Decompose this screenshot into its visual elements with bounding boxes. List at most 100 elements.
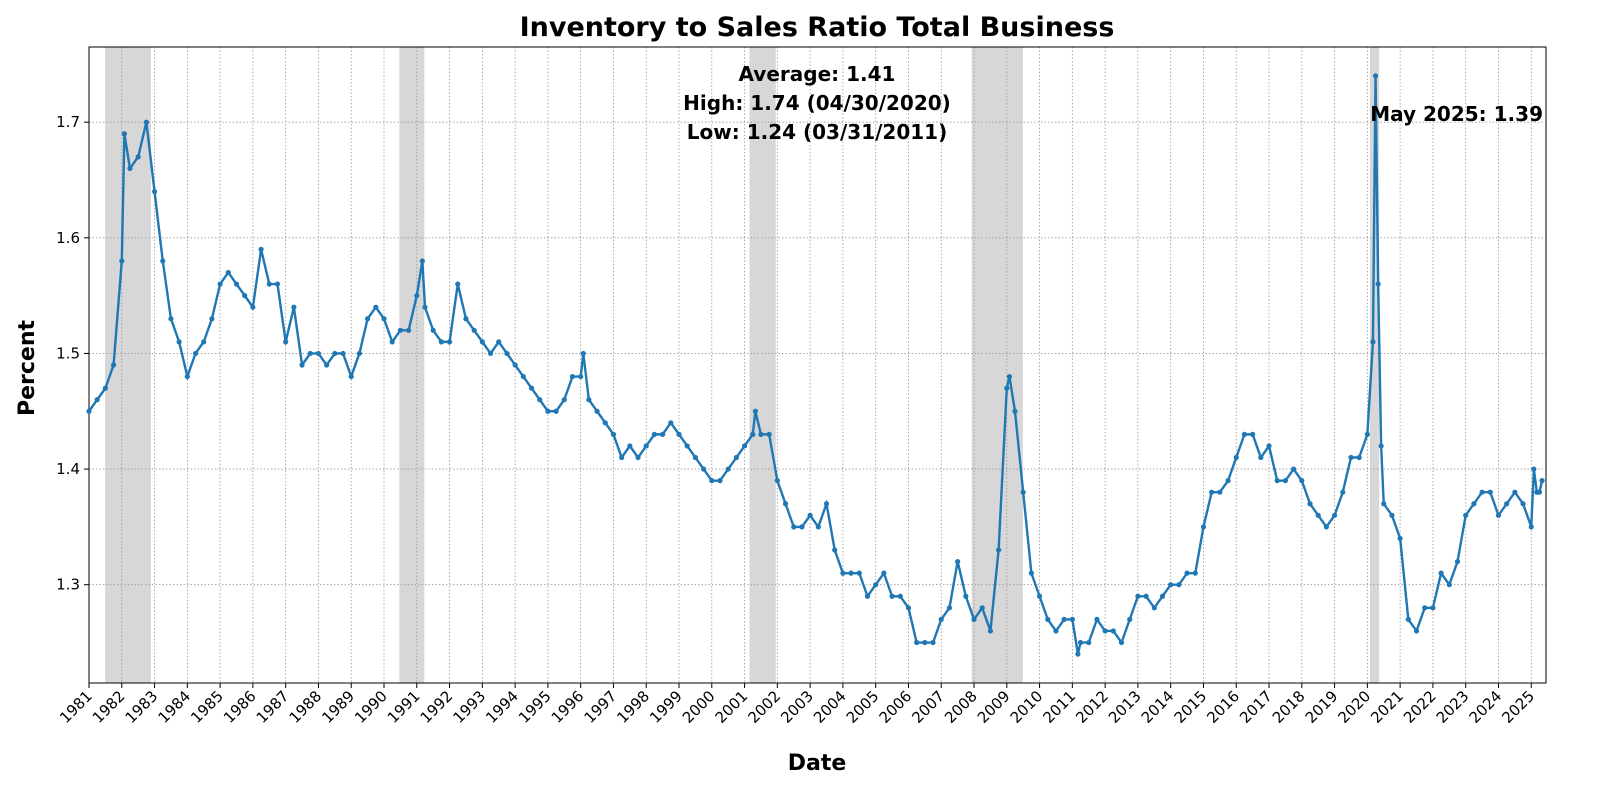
data-point <box>512 362 518 368</box>
x-tick-label: 2005 <box>843 687 883 727</box>
y-axis-label: Percent <box>15 320 40 417</box>
data-point <box>1069 616 1075 623</box>
data-point <box>94 397 100 403</box>
x-tick-label: 2013 <box>1105 687 1145 727</box>
data-point <box>1340 489 1346 495</box>
x-tick-label: 2007 <box>908 687 948 727</box>
data-point <box>1389 512 1395 518</box>
data-point <box>676 431 682 437</box>
data-point <box>422 304 428 310</box>
data-point <box>700 466 707 472</box>
data-point <box>1143 593 1149 599</box>
data-point <box>266 281 272 287</box>
data-point <box>848 570 854 576</box>
data-point <box>397 327 403 333</box>
data-point <box>405 327 412 333</box>
data-point <box>307 350 313 357</box>
x-tick-label: 1985 <box>187 687 227 727</box>
x-tick-label: 1994 <box>482 687 522 727</box>
data-point <box>217 281 223 287</box>
data-point <box>389 339 395 345</box>
x-tick-label: 1986 <box>220 687 260 727</box>
x-tick-label: 1995 <box>515 687 555 727</box>
x-tick-label: 2012 <box>1072 687 1112 727</box>
data-point <box>594 408 600 414</box>
x-tick-label: 2006 <box>876 687 916 727</box>
y-tick-label: 1.4 <box>56 460 80 478</box>
data-point <box>1094 616 1100 623</box>
data-point <box>1200 524 1207 530</box>
x-tick-label: 2014 <box>1138 687 1178 727</box>
x-tick-label: 1993 <box>449 687 489 727</box>
data-point <box>274 281 281 287</box>
shaded-period <box>399 47 425 683</box>
data-point <box>160 258 166 264</box>
x-tick-label: 1996 <box>548 687 588 727</box>
data-point <box>668 420 674 426</box>
data-point <box>176 339 182 345</box>
data-point <box>1454 558 1461 565</box>
data-point <box>463 316 469 322</box>
stats-annotation: Average: 1.41 <box>739 62 896 86</box>
data-point <box>209 316 215 322</box>
data-point <box>1520 501 1526 507</box>
x-tick-label: 2001 <box>712 687 752 727</box>
x-tick-label: 2019 <box>1302 687 1342 727</box>
data-point <box>1348 454 1354 461</box>
x-tick-label: 2004 <box>810 687 850 727</box>
data-point <box>121 131 128 137</box>
data-point <box>102 385 108 391</box>
data-point <box>946 605 953 611</box>
data-point <box>1539 478 1545 484</box>
data-point <box>365 316 371 322</box>
data-point <box>1053 628 1059 634</box>
data-point <box>873 582 879 588</box>
data-point <box>242 293 248 299</box>
data-point <box>1375 281 1381 287</box>
data-point <box>127 165 133 172</box>
x-tick-label: 2016 <box>1203 687 1243 727</box>
data-point <box>471 327 477 333</box>
data-point <box>1077 639 1084 646</box>
data-point <box>1356 454 1362 461</box>
data-point <box>1512 489 1518 495</box>
x-axis-label: Date <box>788 751 847 776</box>
data-point <box>1184 570 1190 576</box>
data-point <box>955 558 961 565</box>
data-point <box>184 373 190 380</box>
data-point <box>856 570 862 576</box>
data-point <box>627 443 633 449</box>
data-point <box>1364 431 1370 437</box>
x-tick-label: 2018 <box>1269 687 1309 727</box>
data-point <box>1307 501 1313 507</box>
data-point <box>340 350 346 357</box>
data-point <box>1378 443 1384 449</box>
x-tick-label: 2000 <box>679 687 719 727</box>
x-tick-label: 2017 <box>1236 687 1276 727</box>
shaded-period <box>1369 47 1380 683</box>
data-point <box>881 570 887 576</box>
data-point <box>192 350 199 357</box>
x-tick-label: 1988 <box>286 687 326 727</box>
data-point <box>520 373 526 380</box>
x-tick-label: 2010 <box>1007 687 1047 727</box>
data-point <box>660 431 666 437</box>
data-point <box>151 188 158 195</box>
data-point <box>1531 466 1537 472</box>
data-point <box>1413 628 1420 634</box>
data-point <box>1282 478 1289 484</box>
data-point <box>791 524 797 530</box>
data-point <box>1495 512 1502 518</box>
last-value-annotation: May 2025: 1.39 <box>1370 102 1543 126</box>
data-point <box>1372 73 1379 79</box>
data-point <box>1471 501 1477 507</box>
x-tick-label: 2025 <box>1498 687 1538 727</box>
data-point <box>1446 582 1452 588</box>
series-line <box>88 75 1544 655</box>
data-point <box>832 547 838 553</box>
data-point <box>1192 570 1198 576</box>
x-tick-label: 1998 <box>613 687 653 727</box>
data-point <box>225 269 231 276</box>
data-point <box>963 593 969 599</box>
